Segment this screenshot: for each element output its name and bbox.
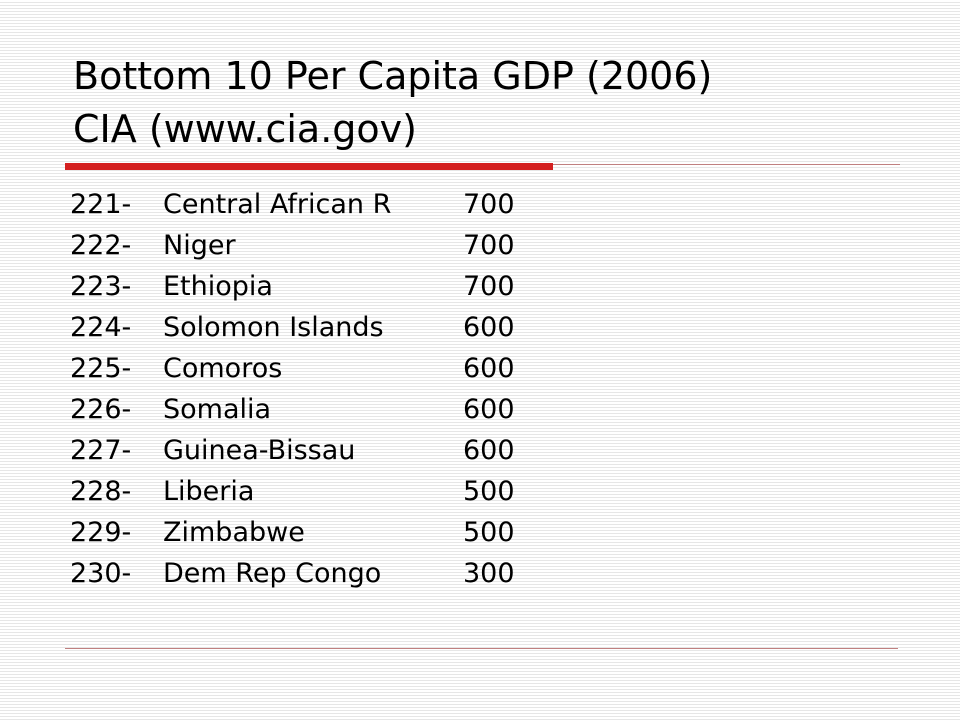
country: Liberia <box>163 476 255 507</box>
divider <box>553 164 900 165</box>
gdp: 600 <box>463 312 515 343</box>
title-line: CIA (www.cia.gov) <box>73 107 417 151</box>
gdp: 500 <box>463 517 515 548</box>
country: Guinea-Bissau <box>163 435 356 466</box>
country: Niger <box>163 230 236 261</box>
rank: 230- <box>70 558 132 589</box>
title-underline <box>65 163 553 170</box>
gdp: 700 <box>463 271 515 302</box>
rank: 222- <box>70 230 132 261</box>
title-line: Bottom 10 Per Capita GDP (2006) <box>73 54 713 98</box>
gdp: 300 <box>463 558 515 589</box>
rank: 224- <box>70 312 132 343</box>
country: Somalia <box>163 394 272 425</box>
gdp: 700 <box>463 189 515 220</box>
divider <box>65 648 898 649</box>
rank: 227- <box>70 435 132 466</box>
rank: 228- <box>70 476 132 507</box>
rank: 225- <box>70 353 132 384</box>
country: Ethiopia <box>163 271 273 302</box>
country: Solomon Islands <box>163 312 384 343</box>
gdp: 600 <box>463 435 515 466</box>
rank: 229- <box>70 517 132 548</box>
gdp: 600 <box>463 394 515 425</box>
country: Dem Rep Congo <box>163 558 382 589</box>
country: Zimbabwe <box>163 517 305 548</box>
rank: 221- <box>70 189 132 220</box>
rank: 226- <box>70 394 132 425</box>
gdp: 600 <box>463 353 515 384</box>
country: Comoros <box>163 353 283 384</box>
rank: 223- <box>70 271 132 302</box>
country: Central African R <box>163 189 392 220</box>
gdp: 700 <box>463 230 515 261</box>
gdp: 500 <box>463 476 515 507</box>
